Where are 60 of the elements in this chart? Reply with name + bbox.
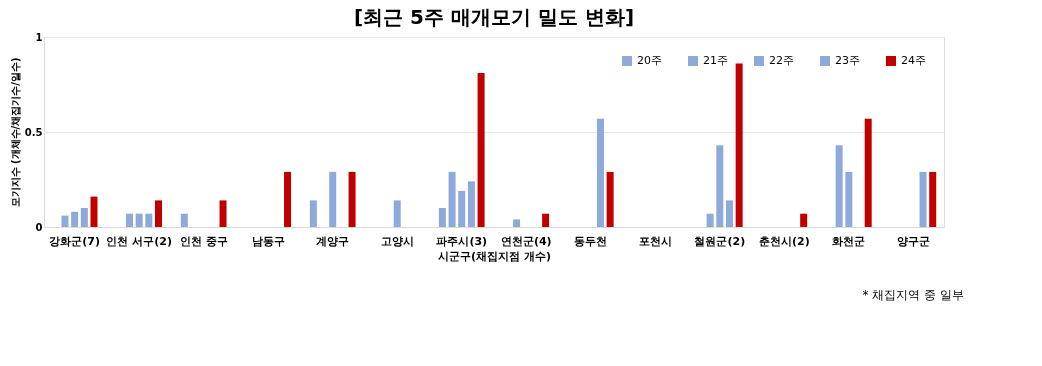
bar [309,200,317,227]
x-tick-label: 인천 중구 [179,234,228,248]
bar [513,219,521,227]
x-tick-label: 춘천시(2) [758,234,810,248]
x-tick-label: 양구군 [896,234,930,248]
bar [71,211,79,227]
legend-label: 24주 [901,54,926,67]
bar [919,171,927,227]
x-tick-label: 포천시 [638,234,672,248]
x-tick-label: 인천 서구(2) [106,234,172,248]
bar [61,215,69,227]
bar [348,171,356,227]
legend-label: 23주 [835,54,860,67]
legend-label: 21주 [703,54,728,67]
bar [864,118,872,227]
x-tick-label: 철원군(2) [694,234,746,248]
bar [835,145,843,227]
bar [145,213,153,227]
bar [596,118,604,227]
x-tick-label: 강화군(7) [49,234,100,248]
bar [90,196,98,227]
bar [125,213,133,227]
bar [155,200,163,227]
legend-label: 22주 [769,54,794,67]
legend-label: 20주 [637,54,662,67]
bar [438,208,446,227]
bar [477,73,485,227]
x-tick-label: 고양시 [380,234,414,248]
bar [467,181,475,227]
y-tick-label: 0.5 [24,126,43,138]
y-tick-label: 0 [35,221,43,233]
x-tick-label: 연천군(4) [500,234,552,248]
bar [735,63,743,227]
bar [725,200,733,227]
bar [800,213,808,227]
bar [135,213,143,227]
text: * 채집지역 중 일부 [862,288,964,302]
bar [219,200,227,227]
bar [284,171,292,227]
bar [706,213,714,227]
x-tick-label: 동두천 [574,234,608,248]
bar [716,145,724,227]
chart-title: [최근 5주 매개모기 밀도 변화] [353,5,635,29]
y-axis-title: 모기지수 (개체수/채집기수/일수) [9,57,21,208]
bar [542,213,550,227]
x-tick-label: 화천군 [832,234,866,248]
bar [606,171,614,227]
bar [448,171,456,227]
bar [929,171,937,227]
bar [393,200,401,227]
x-axis-title: 시군구(채집지점 개수) [438,249,551,263]
y-tick-label: 1 [35,31,43,43]
bar [80,208,88,227]
bar [458,190,466,227]
bar [845,171,853,227]
bar [180,213,188,227]
x-tick-label: 남동구 [251,234,285,248]
bar [329,171,337,227]
x-tick-label: 계양구 [316,234,350,248]
x-tick-label: 파주시(3) [436,234,488,248]
